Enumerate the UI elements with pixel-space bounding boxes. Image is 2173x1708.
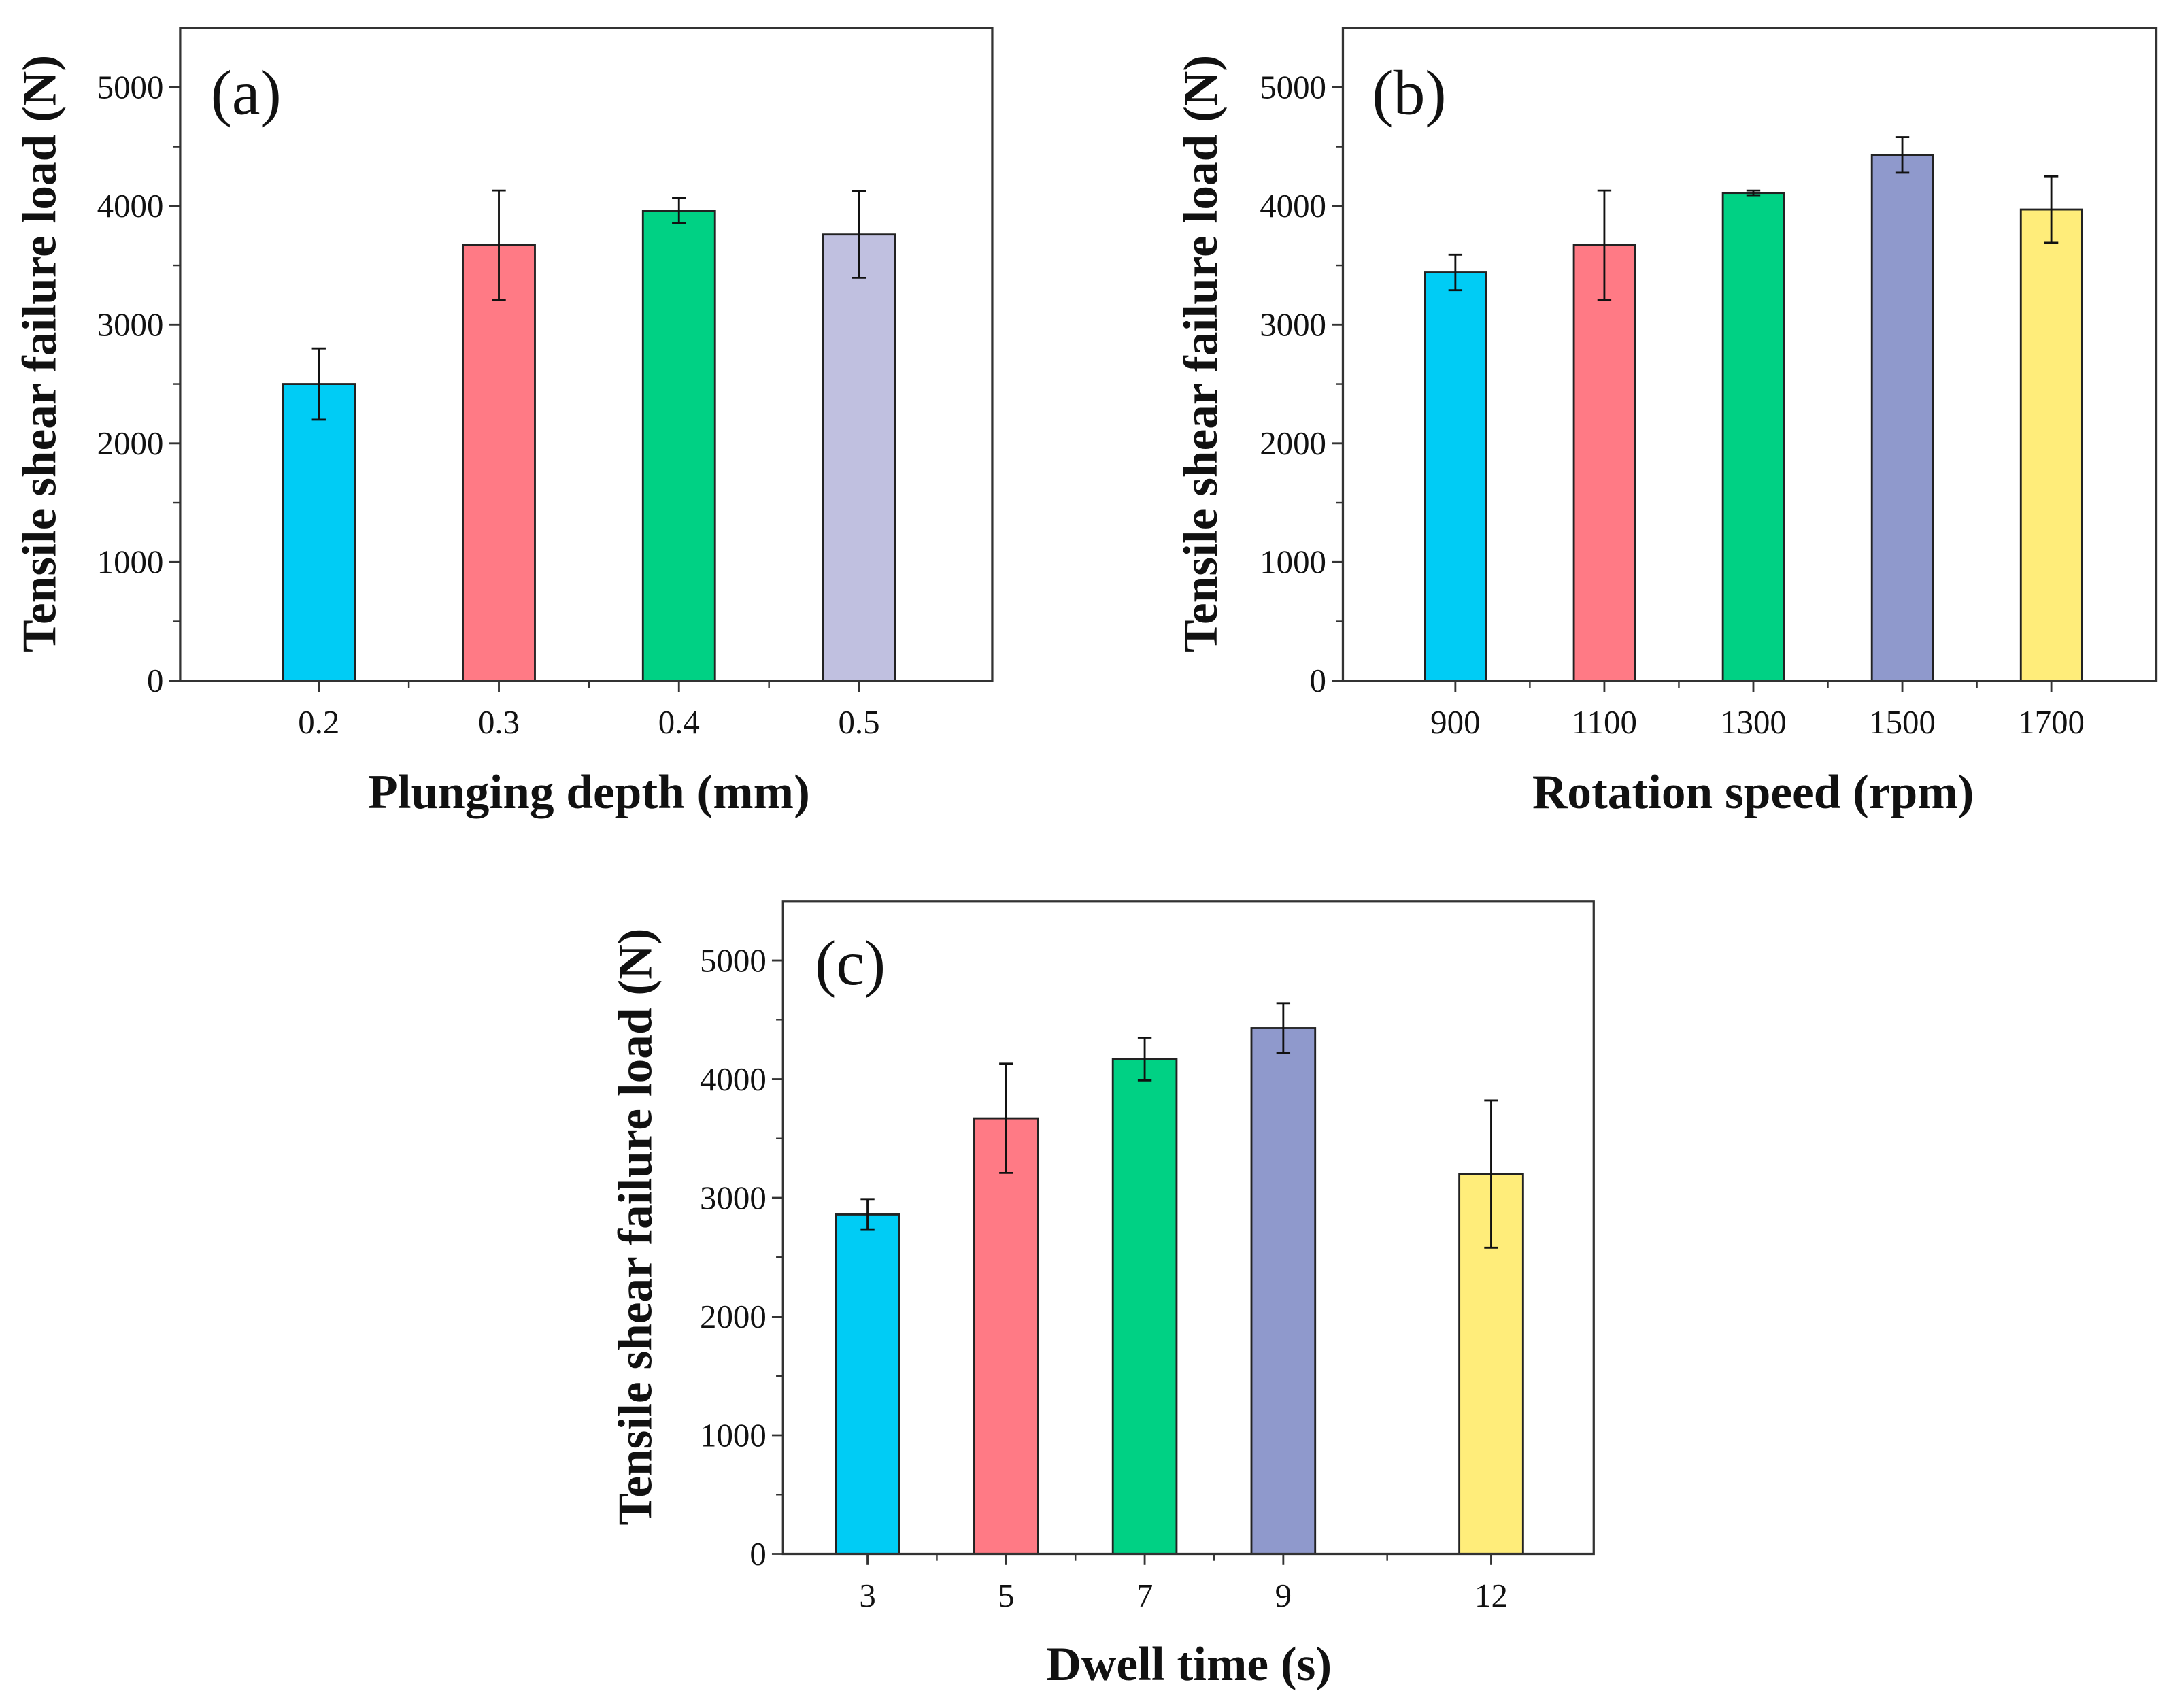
- x-tick-label: 0.2: [298, 703, 339, 741]
- bar: [822, 233, 896, 682]
- bar: [462, 244, 536, 682]
- x-axis-title: Plunging depth (mm): [368, 765, 810, 819]
- x-tick-label: 5: [998, 1577, 1014, 1614]
- bar: [1870, 154, 1934, 682]
- y-tick-label: 1000: [97, 543, 164, 581]
- x-axis-title: Dwell time (s): [1046, 1637, 1332, 1691]
- x-tick-label: 0.3: [478, 703, 520, 741]
- chart-panel-c: 3 5 7 9 12 0 1000 2000 3000 4000 5000 Dwell time (s…: [609, 900, 1595, 1691]
- x-tick-label: 0.4: [658, 703, 700, 741]
- panel-label: (b): [1372, 57, 1446, 128]
- x-tick-label: 900: [1430, 703, 1480, 741]
- plot-frame: [781, 900, 1595, 1556]
- bar: [2019, 208, 2083, 682]
- y-tick-label: 0: [1310, 662, 1326, 699]
- x-tick-label: 9: [1275, 1577, 1292, 1614]
- chart-panel-a: 0.2 0.3 0.4 0.5 0 1000 2000 3000 4000 5000 Plungin…: [13, 27, 994, 819]
- y-tick-label: 5000: [700, 941, 767, 979]
- x-tick-label: 1100: [1572, 703, 1637, 741]
- chart-panel-b: 900 1100 1300 1500 1700 0 1000 2000 3000 4000 5000…: [1174, 27, 2158, 819]
- x-tick-label: 3: [859, 1577, 875, 1614]
- bar: [282, 383, 356, 682]
- x-tick-label: 7: [1136, 1577, 1153, 1614]
- x-tick-label: 0.5: [838, 703, 879, 741]
- y-tick-label: 5000: [97, 69, 164, 106]
- y-tick-label: 3000: [700, 1179, 767, 1216]
- bar: [1111, 1058, 1178, 1555]
- panel-label: (a): [211, 57, 282, 128]
- bar: [1250, 1027, 1317, 1555]
- y-tick-label: 1000: [700, 1416, 767, 1454]
- y-tick-label: 2000: [1260, 424, 1326, 462]
- y-axis-title: Tensile shear failure load (N): [609, 928, 662, 1526]
- y-tick-label: 0: [147, 662, 163, 699]
- y-tick-label: 5000: [1260, 69, 1326, 106]
- bar: [641, 210, 716, 682]
- y-tick-label: 1000: [1260, 543, 1326, 581]
- bar: [835, 1213, 900, 1555]
- x-tick-label: 1500: [1869, 703, 1936, 741]
- y-tick-label: 0: [749, 1535, 766, 1573]
- y-tick-label: 4000: [1260, 187, 1326, 224]
- y-tick-label: 4000: [700, 1060, 767, 1098]
- panel-label: (c): [815, 928, 886, 999]
- plot-frame: [179, 27, 994, 682]
- y-axis-title: Tensile shear failure load (N): [13, 55, 67, 652]
- plot-frame: [1341, 27, 2158, 682]
- x-tick-label: 1700: [2018, 703, 2085, 741]
- y-tick-label: 4000: [97, 187, 164, 224]
- bar: [1572, 244, 1636, 682]
- bar: [973, 1117, 1039, 1555]
- x-tick-label: 1300: [1720, 703, 1787, 741]
- y-tick-label: 3000: [97, 306, 164, 344]
- x-tick-label: 12: [1475, 1577, 1508, 1614]
- bar: [1721, 192, 1785, 682]
- y-axis-title: Tensile shear failure load (N): [1174, 55, 1228, 652]
- y-tick-label: 3000: [1260, 306, 1326, 344]
- x-axis-title: Rotation speed (rpm): [1532, 765, 1974, 819]
- bar: [1424, 271, 1487, 682]
- y-tick-label: 2000: [97, 424, 164, 462]
- y-tick-label: 2000: [700, 1298, 767, 1335]
